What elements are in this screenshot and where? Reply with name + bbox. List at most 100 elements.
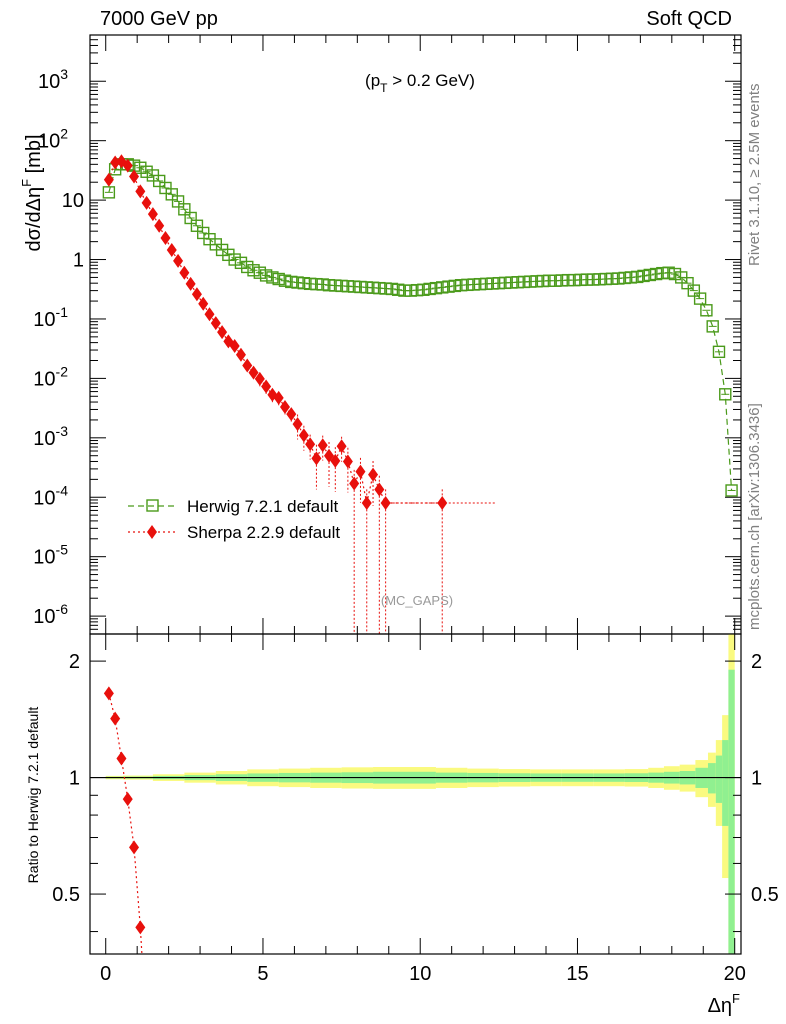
sherpa-point [242, 358, 253, 373]
legend-herwig-label: Herwig 7.2.1 default [187, 497, 338, 516]
sherpa-point [147, 207, 158, 222]
herwig-line-path [108, 163, 733, 491]
herwig-point [668, 267, 682, 281]
band-inner [728, 669, 735, 954]
sherpa-point [292, 417, 303, 432]
y-tick-label: 103 [38, 66, 68, 93]
ratio-axis-ticks: 0.5 0.5 1 1 2 2 [52, 634, 779, 954]
sherpa-point [336, 439, 347, 454]
herwig-series-line [108, 163, 733, 491]
y-tick-label: 10-4 [33, 482, 68, 509]
sherpa-point [204, 307, 215, 322]
x-tick-labels: 0 5 10 15 20 [100, 963, 746, 985]
herwig-point [473, 277, 487, 291]
x-axis-label: ΔηF [708, 991, 740, 1017]
sherpa-point [349, 476, 360, 491]
herwig-point [417, 283, 430, 296]
herwig-point [159, 181, 172, 195]
sherpa-point [286, 407, 297, 422]
herwig-point [347, 280, 361, 293]
cut-annotation: (pT > 0.2 GeV) [365, 71, 475, 95]
herwig-point [631, 270, 644, 284]
herwig-point [171, 195, 185, 208]
herwig-point [197, 226, 210, 240]
ratio-point [122, 792, 133, 807]
herwig-point [310, 277, 323, 291]
ratio-point [135, 920, 146, 935]
ratio-point [110, 711, 121, 726]
herwig-point [253, 266, 267, 279]
herwig-point [303, 277, 317, 291]
herwig-point [549, 274, 562, 287]
y-axis-label: dσ/dΔηF [mb] [19, 134, 45, 251]
sherpa-point [179, 265, 190, 280]
sherpa-point [185, 276, 196, 291]
y-tick-label: 10-6 [33, 601, 68, 628]
ratio-y-tick-label: 0.5 [52, 884, 80, 906]
herwig-point [599, 272, 612, 286]
herwig-point [278, 274, 292, 287]
herwig-point [190, 219, 204, 232]
ratio-uncertainty-band [105, 634, 735, 954]
sherpa-series [103, 154, 448, 511]
sherpa-point [311, 451, 322, 466]
herwig-point [354, 280, 367, 294]
sherpa-point [374, 482, 385, 497]
sherpa-point [248, 365, 259, 380]
sherpa-point [317, 438, 328, 453]
herwig-series [102, 158, 738, 497]
sherpa-point [191, 287, 202, 302]
herwig-point [530, 275, 543, 288]
herwig-point [398, 284, 411, 297]
herwig-point [385, 282, 399, 296]
sherpa-point [122, 158, 133, 173]
herwig-point [329, 279, 342, 292]
herwig-point [360, 281, 373, 294]
herwig-point [366, 281, 380, 294]
band-inner [722, 740, 729, 826]
herwig-point [719, 388, 732, 401]
ratio-point [103, 686, 114, 701]
sherpa-point [254, 371, 265, 386]
herwig-point [605, 272, 619, 285]
sherpa-point [380, 496, 391, 511]
sherpa-point [229, 339, 240, 354]
herwig-point [335, 279, 348, 293]
ratio-y-tick-label-right: 2 [751, 651, 762, 673]
herwig-point [536, 274, 550, 288]
main-plot-frame [89, 34, 742, 635]
energy-title: 7000 GeV pp [100, 8, 218, 30]
band-inner [715, 755, 723, 803]
ratio-point [116, 751, 127, 766]
y-tick-label: 1 [73, 250, 84, 272]
x-tick-label: 15 [566, 963, 588, 985]
herwig-point [486, 277, 499, 290]
herwig-point [272, 272, 285, 286]
ratio-sherpa-series [103, 686, 146, 935]
sherpa-point [154, 218, 165, 233]
herwig-point [178, 203, 191, 216]
herwig-point [480, 277, 493, 291]
herwig-point [429, 281, 443, 295]
herwig-point [505, 276, 518, 289]
herwig-point [498, 276, 512, 290]
herwig-point [542, 274, 556, 287]
ratio-y-tick-label: 1 [69, 768, 80, 790]
herwig-point [725, 484, 738, 497]
herwig-point [423, 282, 436, 296]
x-tick-label: 5 [257, 963, 268, 985]
herwig-point [297, 276, 311, 290]
herwig-point [222, 248, 235, 262]
herwig-point [228, 253, 241, 266]
herwig-point [700, 304, 713, 317]
herwig-point [247, 264, 260, 277]
herwig-point [234, 256, 248, 270]
herwig-point [410, 283, 424, 297]
herwig-point [580, 273, 594, 286]
herwig-point [165, 188, 178, 201]
legend: Herwig 7.2.1 default Sherpa 2.2.9 defaul… [128, 497, 340, 542]
herwig-point [637, 269, 650, 283]
sherpa-point [217, 325, 228, 340]
